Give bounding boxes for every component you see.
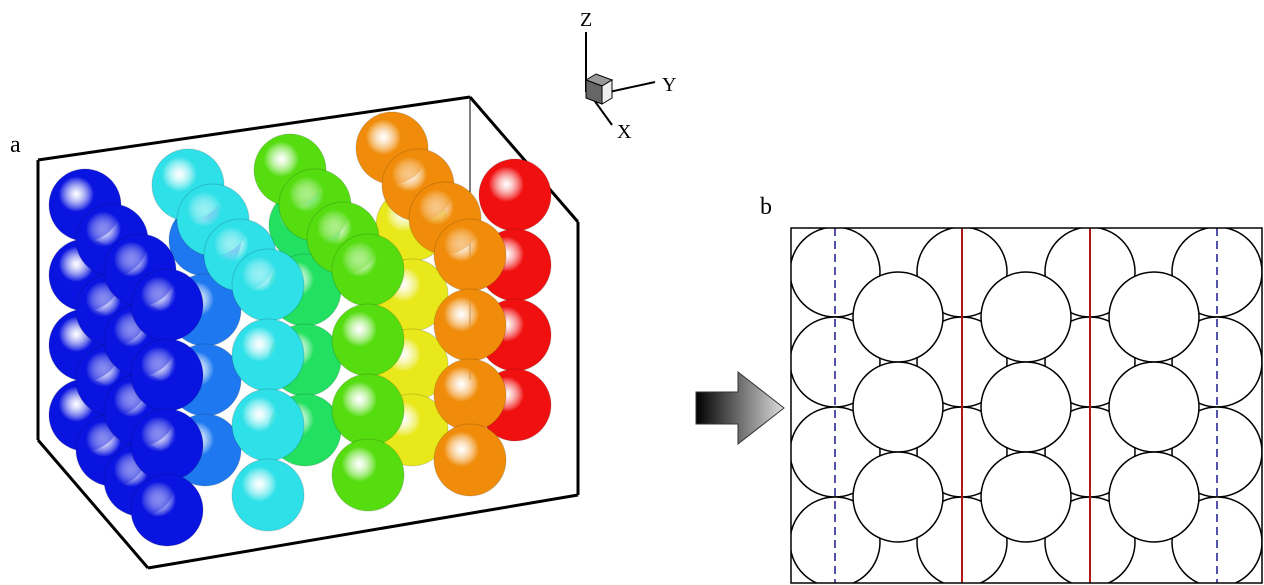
sphere bbox=[332, 304, 404, 376]
axis-triad bbox=[586, 32, 655, 125]
circle bbox=[853, 362, 943, 452]
circle bbox=[853, 452, 943, 542]
axis-label: X bbox=[617, 121, 632, 143]
sphere bbox=[332, 439, 404, 511]
sphere bbox=[232, 319, 304, 391]
sphere bbox=[131, 409, 203, 481]
sphere-stack bbox=[49, 112, 551, 546]
sphere bbox=[332, 374, 404, 446]
sphere bbox=[131, 339, 203, 411]
circle bbox=[1109, 272, 1199, 362]
circle bbox=[981, 452, 1071, 542]
sphere bbox=[232, 249, 304, 321]
sphere bbox=[332, 234, 404, 306]
circle bbox=[853, 272, 943, 362]
sphere bbox=[131, 474, 203, 546]
arrow bbox=[696, 372, 784, 444]
sphere bbox=[434, 424, 506, 496]
sphere bbox=[232, 459, 304, 531]
sphere bbox=[131, 269, 203, 341]
sphere bbox=[434, 219, 506, 291]
circle-packing bbox=[790, 227, 1262, 585]
circle bbox=[981, 362, 1071, 452]
panel-label: a bbox=[10, 132, 21, 158]
sphere bbox=[434, 359, 506, 431]
figure: a Z Y X b bbox=[0, 0, 1264, 585]
circle bbox=[1109, 452, 1199, 542]
panel-label: b bbox=[760, 194, 772, 220]
circle bbox=[1109, 362, 1199, 452]
sphere bbox=[434, 289, 506, 361]
axis-label: Z bbox=[580, 9, 592, 31]
axis-label: Y bbox=[662, 74, 676, 96]
sphere bbox=[232, 389, 304, 461]
circle bbox=[981, 272, 1071, 362]
sphere bbox=[479, 159, 551, 231]
